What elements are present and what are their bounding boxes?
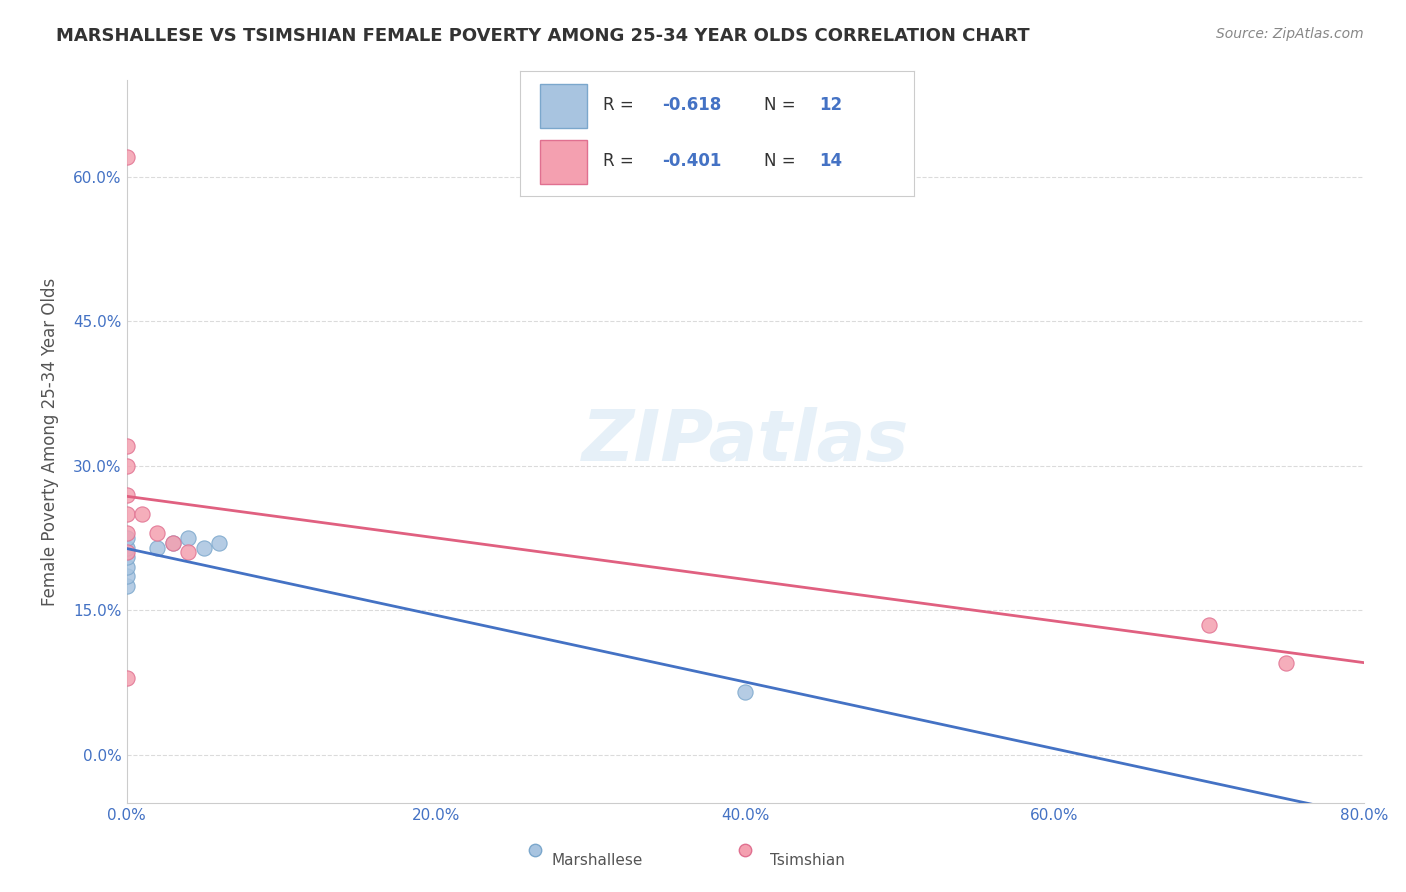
Text: N =: N = xyxy=(765,96,801,114)
Point xyxy=(115,559,138,574)
Point xyxy=(193,541,215,555)
Text: 12: 12 xyxy=(820,96,842,114)
Text: R =: R = xyxy=(603,96,638,114)
Point xyxy=(177,545,200,559)
Text: Source: ZipAtlas.com: Source: ZipAtlas.com xyxy=(1216,27,1364,41)
Text: Marshallese: Marshallese xyxy=(551,854,643,869)
Text: Tsimshian: Tsimshian xyxy=(769,854,845,869)
Y-axis label: Female Poverty Among 25-34 Year Olds: Female Poverty Among 25-34 Year Olds xyxy=(41,277,59,606)
Text: -0.618: -0.618 xyxy=(662,96,721,114)
Bar xyxy=(540,140,588,184)
Text: -0.401: -0.401 xyxy=(662,153,721,170)
Point xyxy=(115,569,138,583)
Text: 14: 14 xyxy=(820,153,842,170)
Point xyxy=(115,526,138,541)
Text: N =: N = xyxy=(765,153,801,170)
Point xyxy=(208,535,231,549)
Point xyxy=(162,535,184,549)
Point xyxy=(115,550,138,565)
Point xyxy=(146,541,169,555)
Point xyxy=(115,545,138,559)
Point xyxy=(626,810,648,824)
Point xyxy=(115,458,138,473)
Text: ZIPatlas: ZIPatlas xyxy=(582,407,908,476)
Point xyxy=(115,487,138,501)
Point xyxy=(115,439,138,453)
Point xyxy=(177,531,200,545)
Point xyxy=(1198,617,1220,632)
Point xyxy=(115,579,138,593)
Point xyxy=(162,535,184,549)
Point xyxy=(131,507,153,521)
Point xyxy=(146,526,169,541)
Point xyxy=(115,541,138,555)
Text: MARSHALLESE VS TSIMSHIAN FEMALE POVERTY AMONG 25-34 YEAR OLDS CORRELATION CHART: MARSHALLESE VS TSIMSHIAN FEMALE POVERTY … xyxy=(56,27,1029,45)
Point xyxy=(115,507,138,521)
Point xyxy=(889,810,911,824)
Point xyxy=(734,685,756,699)
Bar xyxy=(540,84,588,128)
Point xyxy=(1275,656,1298,670)
Point xyxy=(115,671,138,685)
Text: R =: R = xyxy=(603,153,638,170)
Point xyxy=(115,531,138,545)
Point xyxy=(115,150,138,164)
